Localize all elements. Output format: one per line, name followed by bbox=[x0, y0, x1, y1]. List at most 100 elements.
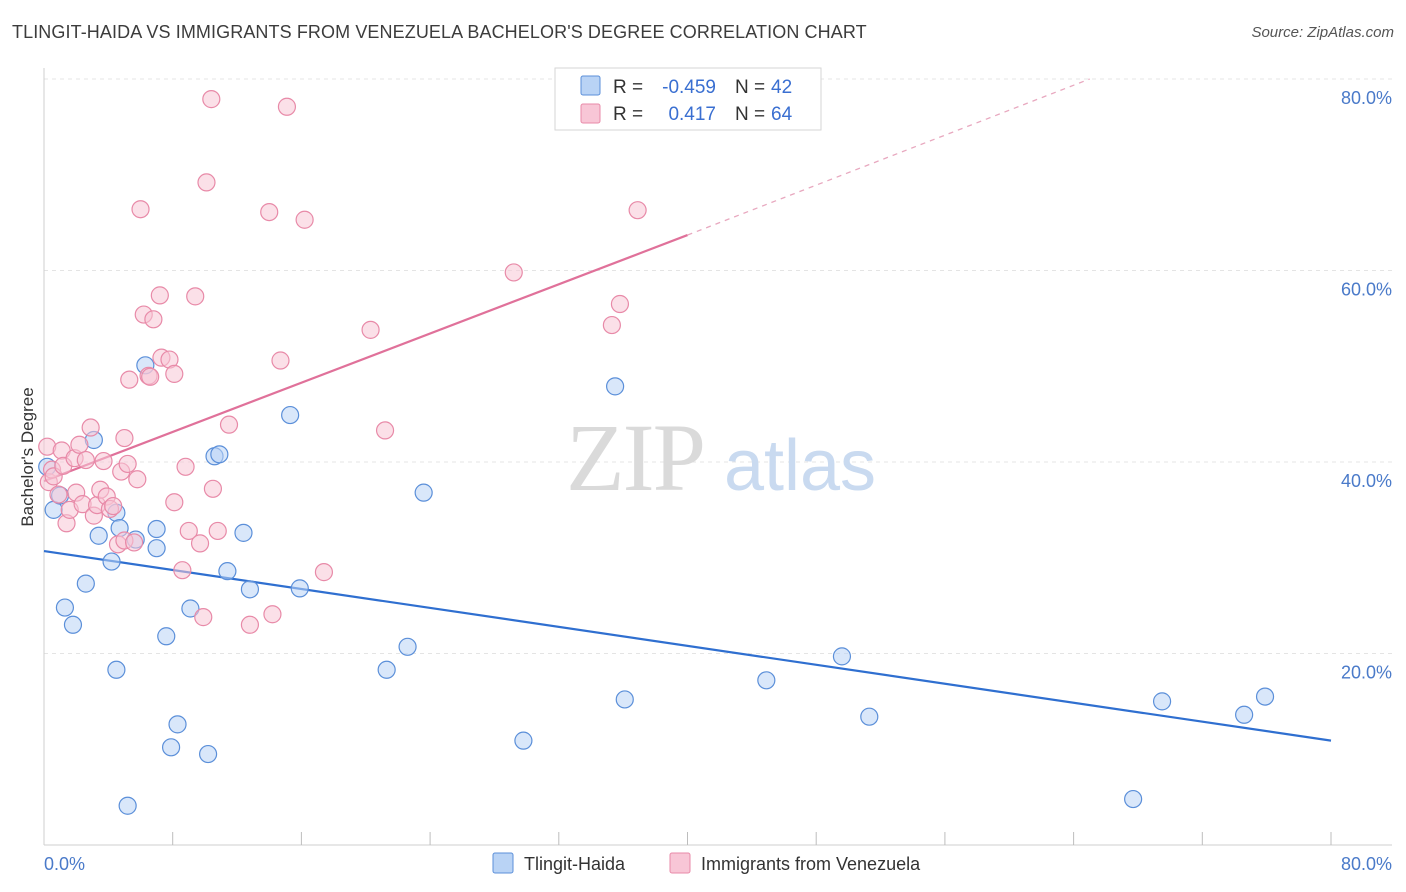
bottom-legend-swatch-blue bbox=[492, 852, 514, 874]
point-tlingit-haida bbox=[147, 519, 166, 539]
point-venezuela bbox=[202, 90, 221, 109]
point-tlingit-haida bbox=[240, 580, 260, 599]
point-venezuela bbox=[375, 421, 395, 440]
point-venezuela bbox=[628, 201, 647, 220]
point-venezuela bbox=[203, 479, 223, 498]
point-venezuela bbox=[173, 561, 192, 580]
point-venezuela bbox=[94, 451, 113, 471]
point-venezuela bbox=[128, 470, 147, 489]
watermark-zip: ZIP bbox=[566, 404, 704, 511]
point-venezuela bbox=[76, 450, 95, 470]
point-venezuela bbox=[165, 364, 184, 384]
point-venezuela bbox=[49, 485, 68, 504]
trend-line-tlingit-haida bbox=[43, 549, 1332, 742]
point-tlingit-haida bbox=[615, 690, 634, 709]
point-venezuela bbox=[118, 454, 137, 474]
legend-r-value-2: 0.417 bbox=[668, 104, 716, 125]
legend-n-value-2: 64 bbox=[771, 104, 793, 125]
point-tlingit-haida bbox=[181, 599, 200, 618]
y-tick-label: 40.0% bbox=[1341, 471, 1392, 491]
point-venezuela bbox=[361, 320, 380, 339]
point-venezuela bbox=[271, 351, 290, 370]
point-tlingit-haida bbox=[377, 660, 396, 679]
y-tick-label: 80.0% bbox=[1341, 88, 1392, 108]
point-venezuela bbox=[141, 367, 160, 386]
point-tlingit-haida bbox=[218, 562, 237, 581]
point-tlingit-haida bbox=[860, 707, 879, 726]
point-venezuela bbox=[144, 310, 163, 329]
point-tlingit-haida bbox=[157, 627, 176, 646]
point-venezuela bbox=[504, 263, 523, 282]
source-label: Source: ZipAtlas.com bbox=[1251, 24, 1394, 41]
point-tlingit-haida bbox=[76, 574, 95, 593]
point-tlingit-haida bbox=[102, 552, 121, 571]
point-tlingit-haida bbox=[290, 579, 309, 598]
x-tick-label: 80.0% bbox=[1341, 854, 1392, 874]
point-venezuela bbox=[263, 605, 282, 624]
point-venezuela bbox=[186, 287, 205, 306]
point-venezuela bbox=[81, 418, 100, 437]
chart-title: TLINGIT-HAIDA VS IMMIGRANTS FROM VENEZUE… bbox=[12, 22, 867, 42]
trend-line-venezuela-extension bbox=[687, 78, 1090, 236]
point-venezuela bbox=[314, 563, 334, 582]
trend-line-venezuela bbox=[43, 234, 688, 483]
point-tlingit-haida bbox=[147, 539, 166, 558]
point-venezuela bbox=[179, 521, 198, 541]
point-venezuela bbox=[104, 496, 123, 516]
legend-r-label-2: R = bbox=[613, 104, 643, 125]
point-venezuela bbox=[219, 415, 239, 434]
point-venezuela bbox=[260, 202, 279, 222]
point-venezuela bbox=[150, 286, 169, 305]
point-venezuela bbox=[197, 173, 216, 192]
point-tlingit-haida bbox=[414, 483, 433, 502]
point-venezuela bbox=[610, 294, 630, 314]
x-tick-label: 0.0% bbox=[44, 854, 85, 874]
point-tlingit-haida bbox=[1124, 789, 1143, 809]
y-axis-title: Bachelor's Degree bbox=[18, 387, 37, 526]
point-venezuela bbox=[131, 200, 150, 219]
point-venezuela bbox=[176, 457, 195, 476]
trend-lines bbox=[43, 78, 1332, 742]
point-tlingit-haida bbox=[168, 715, 187, 734]
point-tlingit-haida bbox=[107, 660, 126, 679]
point-tlingit-haida bbox=[1152, 692, 1172, 711]
point-venezuela bbox=[194, 608, 213, 627]
bottom-legend: Tlingit-Haida Immigrants from Venezuela bbox=[492, 852, 921, 874]
point-tlingit-haida bbox=[161, 738, 181, 757]
point-tlingit-haida bbox=[514, 731, 533, 750]
point-tlingit-haida bbox=[281, 405, 300, 425]
y-tick-label: 60.0% bbox=[1341, 280, 1392, 300]
legend-r-label-1: R = bbox=[613, 77, 643, 98]
point-tlingit-haida bbox=[198, 744, 218, 764]
bottom-legend-swatch-pink bbox=[669, 852, 691, 874]
point-tlingit-haida bbox=[1235, 705, 1254, 724]
point-tlingit-haida bbox=[89, 526, 108, 545]
legend-n-label-2: N = bbox=[735, 104, 765, 125]
point-venezuela bbox=[190, 534, 210, 553]
legend-r-value-1: -0.459 bbox=[662, 77, 716, 98]
point-venezuela bbox=[277, 97, 297, 116]
point-venezuela bbox=[208, 521, 227, 541]
point-venezuela bbox=[240, 615, 260, 634]
point-venezuela bbox=[165, 493, 184, 512]
y-tick-label: 20.0% bbox=[1341, 663, 1392, 683]
data-points bbox=[38, 90, 1275, 815]
axes: 20.0% 40.0% 60.0% 80.0% 0.0% 80.0% bbox=[43, 68, 1392, 874]
point-venezuela bbox=[295, 210, 314, 229]
point-tlingit-haida bbox=[118, 796, 137, 815]
point-tlingit-haida bbox=[55, 598, 75, 617]
legend-n-value-1: 42 bbox=[771, 77, 792, 98]
point-venezuela bbox=[70, 435, 89, 454]
bottom-legend-label-2: Immigrants from Venezuela bbox=[701, 854, 921, 874]
bottom-legend-label-1: Tlingit-Haida bbox=[524, 854, 626, 874]
point-tlingit-haida bbox=[234, 523, 253, 542]
grid bbox=[44, 78, 1392, 654]
point-tlingit-haida bbox=[398, 637, 417, 656]
point-tlingit-haida bbox=[832, 647, 852, 666]
point-tlingit-haida bbox=[63, 615, 83, 634]
point-tlingit-haida bbox=[757, 671, 776, 690]
watermark-atlas: atlas bbox=[724, 426, 876, 506]
point-venezuela bbox=[602, 315, 621, 335]
legend-n-label-1: N = bbox=[735, 77, 765, 98]
